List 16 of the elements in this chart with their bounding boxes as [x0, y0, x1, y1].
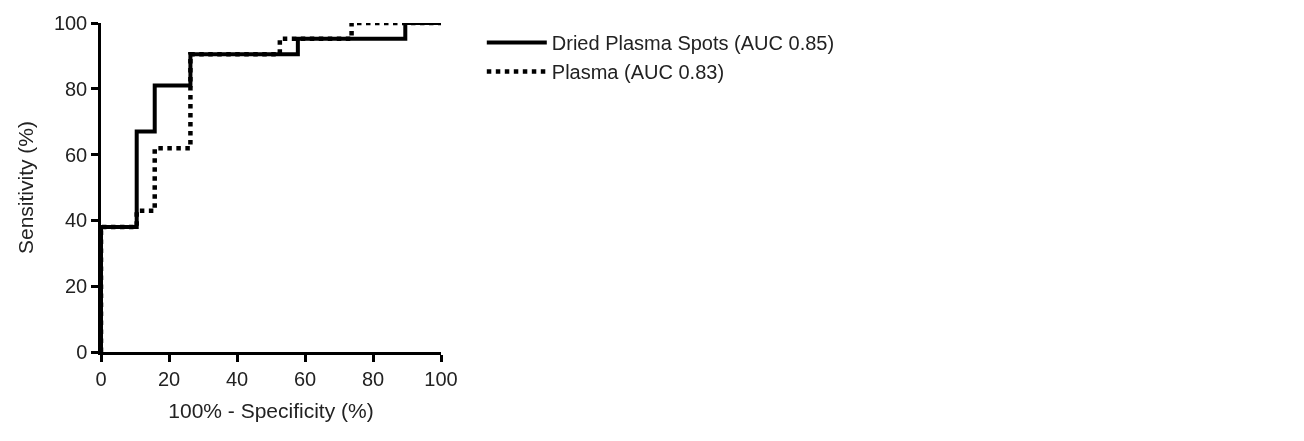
y-tick-label: 80 — [65, 77, 88, 100]
y-tick-label: 40 — [65, 209, 88, 232]
x-tick-label: 100 — [424, 367, 458, 390]
y-tick-label: 100 — [53, 12, 88, 34]
x-tick-label: 20 — [157, 367, 181, 390]
y-tick-label: 20 — [65, 275, 88, 298]
x-tick-label: 80 — [361, 367, 385, 390]
x-tick-label: 60 — [293, 367, 317, 390]
x-axis-title: 100% - Specificity (%) — [168, 398, 374, 422]
y-axis-title: Sensitivity (%) — [14, 120, 38, 255]
x-tick-label: 40 — [225, 367, 249, 390]
y-tick-label: 60 — [65, 143, 88, 166]
x-tick-label: 0 — [95, 367, 107, 390]
legend-label: Dried Plasma Spots (AUC 0.85) — [551, 32, 835, 55]
y-tick-label: 0 — [76, 341, 88, 363]
legend-label: Plasma (AUC 0.83) — [551, 61, 725, 84]
